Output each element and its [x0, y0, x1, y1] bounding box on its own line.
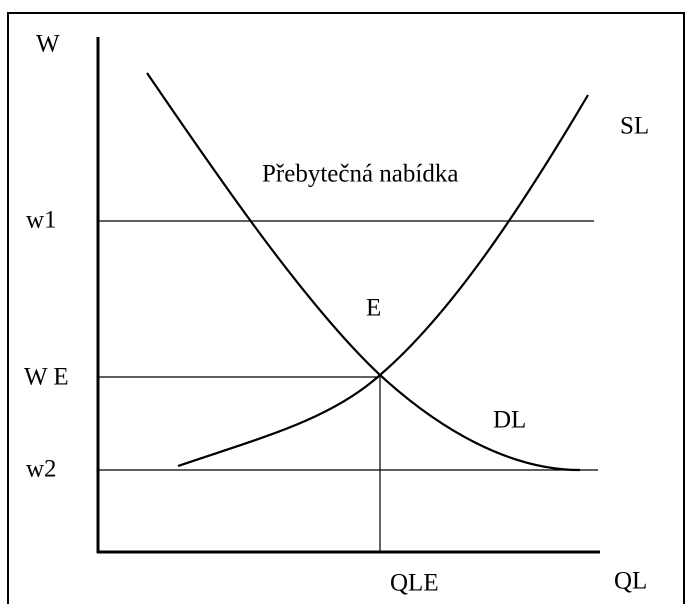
- y-axis-label: W: [36, 31, 60, 58]
- surplus-label: Přebytečná nabídka: [262, 161, 458, 188]
- equilibrium-label: E: [366, 295, 381, 322]
- demand-curve: [146, 72, 581, 472]
- w1-label: w1: [26, 207, 57, 234]
- supply-label: SL: [620, 113, 649, 140]
- frame: [7, 12, 685, 604]
- x-axis-label: QL: [614, 568, 647, 595]
- we-label: W E: [24, 364, 69, 391]
- supply-curve: [177, 94, 589, 468]
- qle-label: QLE: [390, 570, 439, 597]
- w2-label: w2: [26, 456, 57, 483]
- demand-label: DL: [493, 407, 526, 434]
